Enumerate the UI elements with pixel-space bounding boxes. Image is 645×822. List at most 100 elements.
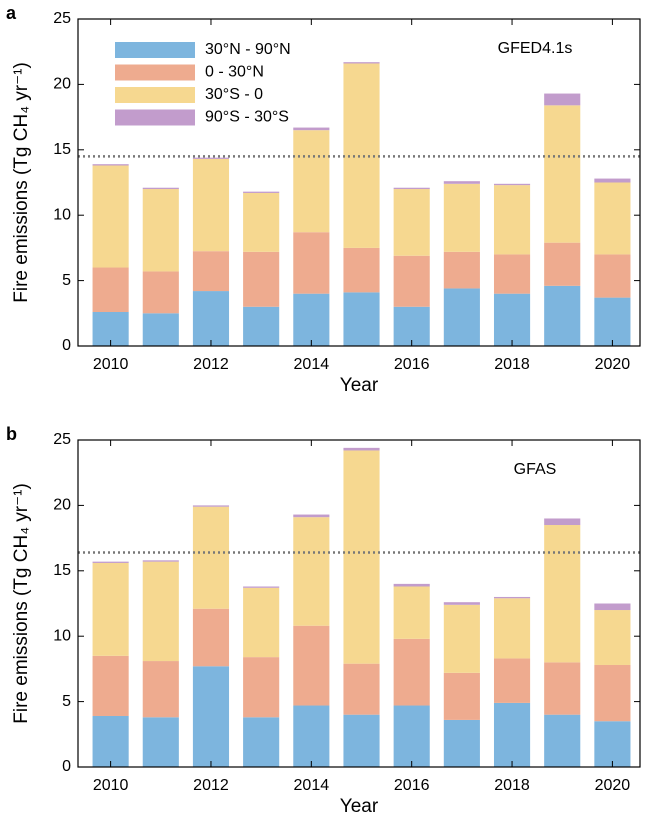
bar-segment: [243, 657, 280, 718]
y-axis-title: Fire emissions (Tg CH₄ yr⁻¹): [11, 483, 32, 724]
bar-segment: [192, 608, 230, 667]
bar-segment: [142, 189, 179, 272]
legend-label: 90°S - 30°S: [205, 109, 289, 126]
bar-segment: [493, 293, 531, 346]
bar-segment: [142, 661, 179, 718]
bar-segment: [192, 506, 230, 609]
bar-segment: [493, 598, 531, 659]
bar-segment: [393, 306, 430, 346]
bar-segment: [243, 587, 280, 658]
x-tick-label: 2016: [394, 777, 430, 794]
bar-segment: [92, 561, 129, 563]
bar-segment: [243, 191, 280, 193]
bar-segment: [293, 705, 330, 767]
bar-segment: [192, 158, 230, 252]
bar-segment: [142, 313, 179, 346]
bar-segment: [343, 450, 380, 664]
x-tick-label: 2014: [294, 777, 330, 794]
bar-segment: [243, 192, 280, 252]
bar-segment: [192, 505, 230, 507]
bar-segment: [443, 719, 480, 767]
bar-segment: [192, 251, 230, 292]
bar-segment: [393, 638, 430, 706]
bar-segment: [243, 251, 280, 307]
x-tick-label: 2012: [193, 777, 229, 794]
bar-segment: [92, 655, 129, 716]
bar-segment: [92, 562, 129, 656]
bar-segment: [544, 105, 581, 243]
x-tick-label: 2012: [193, 356, 229, 373]
bar-segment: [493, 596, 531, 599]
bar-segment: [443, 251, 480, 289]
bar-segment: [343, 292, 380, 346]
y-tick-label: 20: [53, 497, 71, 514]
bar-segment: [343, 663, 380, 715]
bar-segment: [92, 715, 129, 767]
y-tick-label: 25: [53, 431, 71, 448]
bar-segment: [293, 130, 330, 233]
bar-segment: [293, 517, 330, 626]
bar-segment: [293, 514, 330, 518]
bar-segment: [594, 664, 631, 722]
bar-segment: [544, 525, 581, 663]
plot-frame: [77, 439, 641, 768]
x-tick-label: 2020: [595, 777, 631, 794]
bar-segment: [142, 717, 179, 767]
legend-swatch: [115, 42, 195, 58]
bar-segment: [594, 610, 631, 665]
bar-segment: [243, 306, 280, 346]
bar-segment: [192, 291, 230, 346]
bar-segment: [443, 181, 480, 184]
bar-segment: [544, 285, 581, 346]
bar-segment: [92, 164, 129, 166]
bar-segment: [544, 662, 581, 715]
x-tick-label: 2010: [93, 356, 129, 373]
x-tick-label: 2018: [494, 356, 530, 373]
bar-segment: [142, 271, 179, 314]
x-tick-label: 2018: [494, 777, 530, 794]
y-tick-label: 15: [53, 562, 71, 579]
bar-segment: [343, 447, 380, 451]
bar-segment: [393, 187, 430, 190]
bar-segment: [493, 702, 531, 767]
bar-segment: [443, 602, 480, 605]
x-tick-label: 2010: [93, 777, 129, 794]
bar-segment: [493, 254, 531, 294]
bar-segment: [393, 586, 430, 639]
bar-segment: [142, 561, 179, 662]
bar-segment: [544, 518, 581, 526]
bar-segment: [243, 717, 280, 767]
bar-segment: [243, 586, 280, 588]
x-axis-title: Year: [340, 375, 379, 396]
bar-segment: [443, 288, 480, 346]
bar-segment: [393, 255, 430, 307]
bar-segment: [594, 182, 631, 255]
annotation: GFED4.1s: [498, 40, 573, 57]
y-tick-label: 5: [62, 693, 71, 710]
y-tick-label: 25: [53, 10, 71, 27]
y-tick-label: 0: [62, 758, 71, 775]
x-tick-label: 2020: [595, 356, 631, 373]
bar-segment: [343, 714, 380, 767]
bar-segment: [142, 560, 179, 562]
y-tick-label: 15: [53, 141, 71, 158]
bar-segment: [443, 672, 480, 720]
panel-label: b: [6, 424, 17, 444]
panel-label: a: [6, 3, 17, 23]
legend-swatch: [115, 64, 195, 81]
bar-segment: [293, 232, 330, 294]
bar-segment: [92, 267, 129, 312]
legend-label: 30°N - 90°N: [205, 41, 291, 58]
bar-segment: [343, 62, 380, 64]
bar-segment: [594, 603, 631, 611]
bar-segment: [192, 157, 230, 159]
bar-segment: [594, 297, 631, 346]
bar-segment: [293, 293, 330, 346]
bar-segment: [343, 247, 380, 293]
bar-segment: [493, 658, 531, 703]
y-tick-label: 5: [62, 272, 71, 289]
bar-segment: [493, 183, 531, 186]
bar-segment: [393, 583, 430, 587]
plot-frame: [77, 18, 641, 347]
